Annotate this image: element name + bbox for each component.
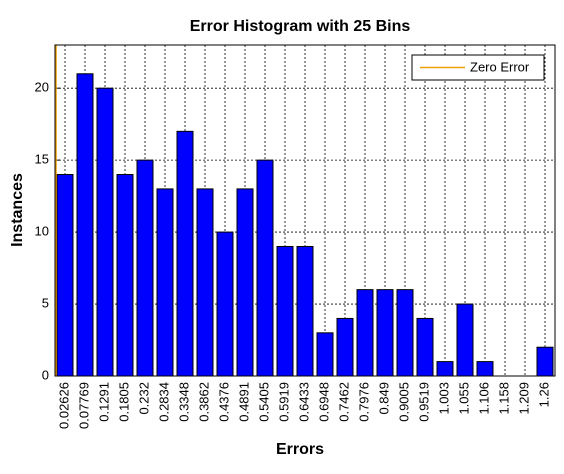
x-tick-label: 0.4891 — [236, 382, 251, 422]
x-tick-label: 0.849 — [376, 382, 391, 415]
x-tick-label: 0.02626 — [56, 382, 71, 429]
bar — [76, 73, 94, 377]
x-tick-label: 1.055 — [456, 382, 471, 415]
bar — [276, 245, 294, 377]
x-tick-label: 1.26 — [536, 382, 551, 407]
x-tick-label: 0.5405 — [256, 382, 271, 422]
x-tick-label: 0.9005 — [396, 382, 411, 422]
bar — [416, 317, 434, 377]
bar — [336, 317, 354, 377]
bar — [316, 332, 334, 377]
x-tick-label: 0.4376 — [216, 382, 231, 422]
x-tick-label: 0.6948 — [316, 382, 331, 422]
y-tick-label: 5 — [42, 295, 49, 310]
bar — [136, 159, 154, 377]
bar — [376, 289, 394, 377]
y-tick-label: 20 — [35, 80, 49, 95]
x-tick-label: 0.232 — [136, 382, 151, 415]
x-tick-label: 0.1291 — [96, 382, 111, 422]
bar — [156, 188, 174, 377]
x-tick-label: 0.3862 — [196, 382, 211, 422]
axes-box — [54, 44, 556, 377]
bar — [56, 174, 74, 377]
bar — [296, 245, 314, 377]
bar — [236, 188, 254, 377]
legend-label: Zero Error — [470, 59, 530, 74]
x-tick-label: 0.7976 — [356, 382, 371, 422]
x-tick-label: 1.003 — [436, 382, 451, 415]
x-tick-label: 1.106 — [476, 382, 491, 415]
y-tick-label: 15 — [35, 152, 49, 167]
x-tick-label: 0.1805 — [116, 382, 131, 422]
bar — [456, 303, 474, 377]
x-tick-label: 0.7462 — [336, 382, 351, 422]
x-tick-label: 1.209 — [516, 382, 531, 415]
bar — [96, 87, 114, 377]
x-axis-label: Errors — [276, 441, 324, 458]
y-axis-label: Instances — [9, 173, 26, 247]
bar — [176, 130, 194, 377]
x-tick-label: 1.158 — [496, 382, 511, 415]
bar — [396, 289, 414, 377]
x-tick-label: 0.9519 — [416, 382, 431, 422]
x-tick-label: 0.07769 — [76, 382, 91, 429]
x-tick-label: 0.2834 — [156, 382, 171, 422]
bar — [476, 361, 494, 377]
bar — [256, 159, 274, 377]
y-tick-label: 0 — [42, 367, 49, 382]
bar — [216, 231, 234, 377]
bar — [116, 174, 134, 377]
x-tick-label: 0.6433 — [296, 382, 311, 422]
y-tick-label: 10 — [35, 224, 49, 239]
bar — [196, 188, 214, 377]
bar — [536, 346, 554, 377]
bar — [436, 361, 454, 377]
x-tick-label: 0.5919 — [276, 382, 291, 422]
bar — [356, 289, 374, 377]
x-tick-label: 0.3348 — [176, 382, 191, 422]
chart-title: Error Histogram with 25 Bins — [190, 18, 411, 35]
